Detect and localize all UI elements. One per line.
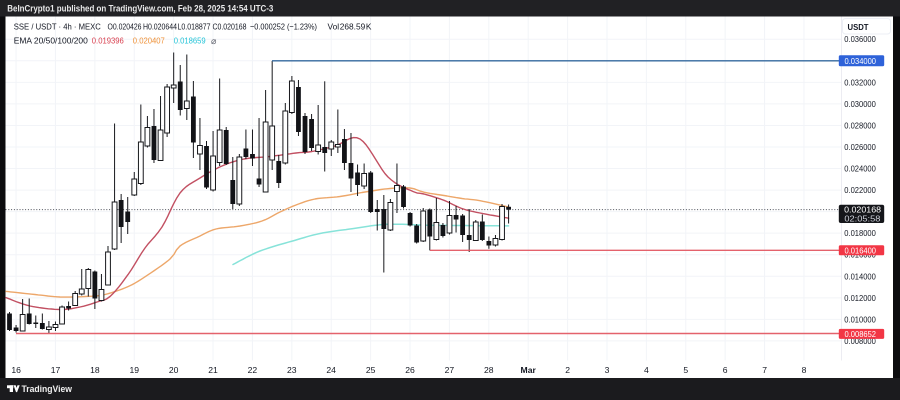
svg-text:5: 5 (683, 365, 688, 375)
svg-text:3: 3 (605, 365, 610, 375)
svg-text:25: 25 (366, 365, 376, 375)
svg-text:0.012000: 0.012000 (844, 293, 876, 303)
svg-text:⌀: ⌀ (211, 36, 217, 46)
svg-text:0.008000: 0.008000 (844, 336, 876, 346)
svg-text:H0.020644: H0.020644 (143, 22, 177, 32)
svg-text:17: 17 (51, 365, 61, 375)
svg-text:0.034000: 0.034000 (845, 56, 877, 66)
svg-text:USDT: USDT (848, 22, 870, 32)
svg-text:0.016400: 0.016400 (845, 246, 877, 256)
svg-text:0.010000: 0.010000 (844, 314, 876, 324)
svg-text:0.022000: 0.022000 (844, 185, 876, 195)
svg-text:−0.000252 (−1.23%): −0.000252 (−1.23%) (250, 22, 317, 32)
svg-text:0.008652: 0.008652 (845, 329, 877, 339)
svg-text:8: 8 (802, 365, 807, 375)
svg-text:21: 21 (208, 365, 218, 375)
svg-text:28: 28 (484, 365, 494, 375)
svg-text:19: 19 (130, 365, 140, 375)
svg-text:6: 6 (723, 365, 728, 375)
svg-text:SSE / USDT · 4h · MEXC: SSE / USDT · 4h · MEXC (14, 22, 101, 32)
svg-text:20: 20 (169, 365, 179, 375)
svg-text:0.030000: 0.030000 (844, 99, 876, 109)
svg-text:16: 16 (11, 365, 21, 375)
svg-text:2: 2 (565, 365, 570, 375)
svg-text:0.019396: 0.019396 (92, 35, 124, 45)
svg-text:0.036000: 0.036000 (844, 34, 876, 44)
svg-text:0.018000: 0.018000 (844, 228, 876, 238)
svg-text:23: 23 (287, 365, 297, 375)
svg-text:0.032000: 0.032000 (844, 77, 876, 87)
svg-text:02:05:58: 02:05:58 (844, 213, 880, 223)
svg-text:0.020168: 0.020168 (844, 205, 881, 215)
svg-text:0.026000: 0.026000 (844, 142, 876, 152)
svg-text:O0.020426: O0.020426 (108, 22, 142, 32)
svg-text:EMA 20/50/100/200: EMA 20/50/100/200 (14, 35, 88, 45)
svg-text:0.018659: 0.018659 (174, 35, 206, 45)
svg-text:Mar: Mar (521, 365, 537, 375)
svg-text:7: 7 (762, 365, 767, 375)
svg-text:BeInCrypto1 published on Tradi: BeInCrypto1 published on TradingView.com… (7, 4, 273, 14)
svg-text:4: 4 (644, 365, 649, 375)
svg-text:L0.018877: L0.018877 (178, 22, 211, 32)
svg-text:18: 18 (90, 365, 100, 375)
svg-text:24: 24 (326, 365, 336, 375)
svg-text:Vol 268.59 K: Vol 268.59 K (328, 22, 372, 32)
svg-text:TradingView: TradingView (22, 384, 73, 394)
svg-text:27: 27 (445, 365, 455, 375)
svg-text:26: 26 (405, 365, 415, 375)
svg-text:0.014000: 0.014000 (844, 271, 876, 281)
svg-text:C0.020168: C0.020168 (213, 22, 247, 32)
svg-text:22: 22 (248, 365, 258, 375)
svg-text:0.024000: 0.024000 (844, 164, 876, 174)
svg-text:0.028000: 0.028000 (844, 120, 876, 130)
svg-text:0.020407: 0.020407 (133, 35, 165, 45)
